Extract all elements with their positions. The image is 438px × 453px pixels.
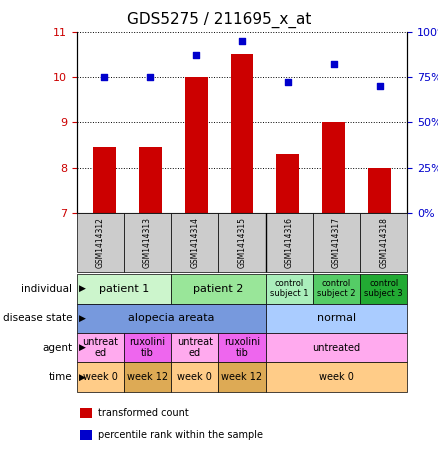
Text: GSM1414316: GSM1414316 [285, 217, 294, 268]
Text: week 0: week 0 [83, 372, 118, 382]
Text: alopecia areata: alopecia areata [128, 313, 214, 323]
Text: percentile rank within the sample: percentile rank within the sample [98, 430, 263, 440]
Bar [171, 362, 219, 392]
Bar [368, 168, 391, 213]
Text: ▶: ▶ [79, 284, 86, 293]
Text: patient 2: patient 2 [193, 284, 244, 294]
Bar [360, 213, 407, 272]
Bar [265, 362, 407, 392]
Text: untreat
ed: untreat ed [82, 337, 118, 358]
Text: control
subject 1: control subject 1 [270, 279, 308, 299]
Bar [219, 362, 265, 392]
Bar [77, 333, 124, 362]
Point [238, 37, 245, 44]
Text: transformed count: transformed count [98, 408, 189, 418]
Text: untreated: untreated [312, 342, 360, 353]
Bar [80, 430, 92, 440]
Bar [93, 147, 116, 213]
Text: ▶: ▶ [79, 314, 86, 323]
Text: GDS5275 / 211695_x_at: GDS5275 / 211695_x_at [127, 11, 311, 28]
Bar [77, 362, 124, 392]
Text: GSM1414318: GSM1414318 [379, 217, 388, 268]
Bar [219, 333, 265, 362]
Text: patient 1: patient 1 [99, 284, 149, 294]
Point [147, 73, 154, 81]
Point [376, 82, 383, 90]
Text: individual: individual [21, 284, 72, 294]
Point [330, 61, 337, 68]
Text: time: time [49, 372, 72, 382]
Bar [265, 333, 407, 362]
Bar [322, 122, 345, 213]
Bar [77, 304, 265, 333]
Text: normal: normal [317, 313, 356, 323]
Bar [265, 274, 313, 304]
Point [284, 79, 291, 86]
Text: untreat
ed: untreat ed [177, 337, 213, 358]
Text: ruxolini
tib: ruxolini tib [224, 337, 260, 358]
Bar [171, 333, 219, 362]
Text: week 0: week 0 [319, 372, 354, 382]
Bar [139, 147, 162, 213]
Text: control
subject 3: control subject 3 [364, 279, 403, 299]
Text: GSM1414314: GSM1414314 [190, 217, 199, 268]
Text: GSM1414313: GSM1414313 [143, 217, 152, 268]
Bar [171, 213, 219, 272]
Bar [77, 213, 124, 272]
Text: ▶: ▶ [79, 373, 86, 381]
Text: week 12: week 12 [222, 372, 262, 382]
Bar [265, 213, 313, 272]
Text: GSM1414315: GSM1414315 [237, 217, 247, 268]
Bar [230, 54, 254, 213]
Bar [313, 274, 360, 304]
Text: ruxolini
tib: ruxolini tib [130, 337, 166, 358]
Point [193, 52, 200, 59]
Bar [184, 77, 208, 213]
Text: ▶: ▶ [79, 343, 86, 352]
Bar [171, 274, 265, 304]
Text: GSM1414317: GSM1414317 [332, 217, 341, 268]
Text: week 0: week 0 [177, 372, 212, 382]
Bar [313, 213, 360, 272]
Bar [360, 274, 407, 304]
Bar [77, 274, 171, 304]
Bar [80, 408, 92, 418]
Bar [124, 333, 171, 362]
Bar [124, 213, 171, 272]
Bar [124, 362, 171, 392]
Text: agent: agent [42, 342, 72, 353]
Bar [265, 304, 407, 333]
Bar [276, 154, 300, 213]
Text: control
subject 2: control subject 2 [317, 279, 356, 299]
Text: week 12: week 12 [127, 372, 168, 382]
Text: disease state: disease state [3, 313, 72, 323]
Text: GSM1414312: GSM1414312 [96, 217, 105, 268]
Bar [219, 213, 265, 272]
Point [101, 73, 108, 81]
